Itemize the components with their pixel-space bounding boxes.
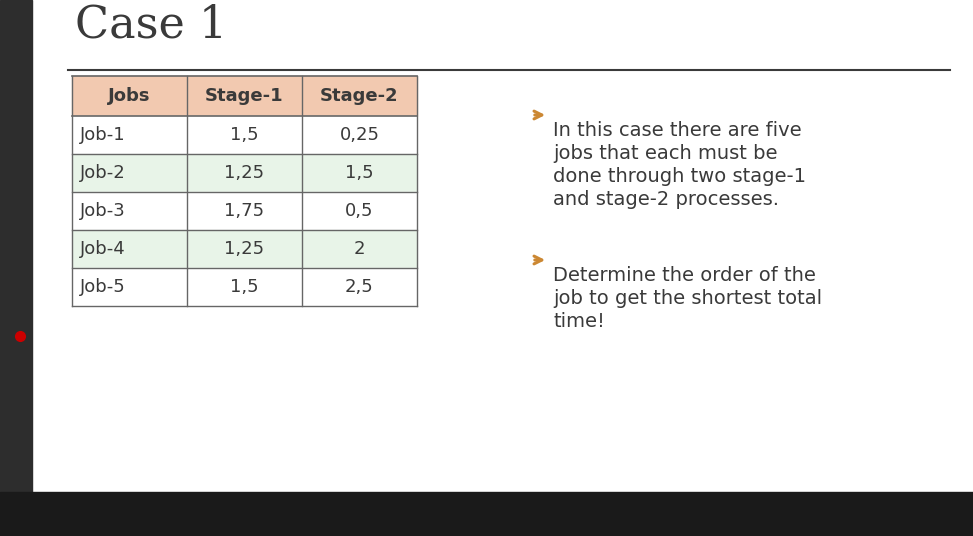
Bar — [72, 154, 417, 192]
Text: done through two stage-1: done through two stage-1 — [553, 167, 806, 186]
Bar — [72, 116, 417, 154]
Text: Job-1: Job-1 — [80, 126, 126, 144]
Bar — [72, 230, 417, 268]
Text: 0,5: 0,5 — [345, 202, 374, 220]
Text: 1,75: 1,75 — [225, 202, 265, 220]
Text: 2: 2 — [354, 240, 365, 258]
Text: time!: time! — [553, 312, 605, 331]
Bar — [72, 192, 417, 230]
Text: Stage-1: Stage-1 — [205, 87, 284, 105]
Text: 1,5: 1,5 — [231, 278, 259, 296]
Text: 0,25: 0,25 — [340, 126, 379, 144]
Text: Job-5: Job-5 — [80, 278, 126, 296]
Text: job to get the shortest total: job to get the shortest total — [553, 289, 822, 308]
Text: 1,5: 1,5 — [231, 126, 259, 144]
Text: Job-4: Job-4 — [80, 240, 126, 258]
Bar — [72, 76, 417, 116]
Text: 1,25: 1,25 — [225, 240, 265, 258]
Text: 1,5: 1,5 — [345, 164, 374, 182]
Text: Case 1: Case 1 — [75, 3, 228, 46]
Text: Jobs: Jobs — [108, 87, 151, 105]
Text: Job-3: Job-3 — [80, 202, 126, 220]
Text: Stage-2: Stage-2 — [320, 87, 399, 105]
Text: Job-2: Job-2 — [80, 164, 126, 182]
Bar — [72, 268, 417, 306]
Bar — [0, 492, 973, 536]
Text: In this case there are five: In this case there are five — [553, 121, 802, 140]
Text: and stage-2 processes.: and stage-2 processes. — [553, 190, 779, 209]
Text: 2,5: 2,5 — [345, 278, 374, 296]
Text: 1,25: 1,25 — [225, 164, 265, 182]
Bar — [0, 0, 32, 536]
Text: Determine the order of the: Determine the order of the — [553, 266, 816, 285]
Text: jobs that each must be: jobs that each must be — [553, 144, 777, 163]
